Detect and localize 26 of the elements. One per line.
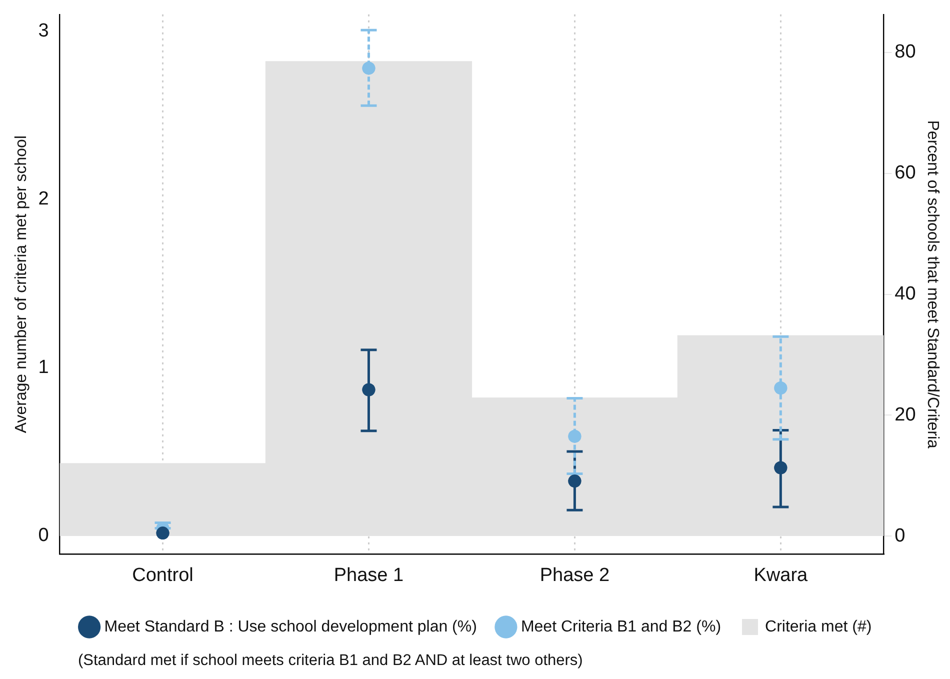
legend-label: Meet Standard B : Use school development plan (%)	[104, 618, 477, 636]
x-tick-label: Phase 2	[540, 564, 610, 586]
point	[774, 461, 788, 474]
x-tick-label: Control	[132, 564, 194, 586]
legend-label: Criteria met (#)	[765, 618, 872, 636]
y-tick-label: 2	[38, 188, 49, 210]
y-tick-label: 3	[38, 20, 49, 42]
y-tick-label: 1	[38, 356, 49, 378]
y2-tick-label: 20	[894, 404, 916, 426]
y-tick-label: 0	[38, 524, 49, 546]
text: (Standard met if school meets criteria B1 and B2 AND at least two others)	[78, 652, 583, 670]
y2-tick-label: 40	[894, 284, 916, 305]
y2-tick-label: 60	[894, 162, 916, 184]
point	[568, 474, 582, 488]
x-tick-label: Kwara	[754, 564, 808, 586]
y-axis-title: Average number of criteria met per school	[13, 135, 30, 434]
y2-tick-label: 0	[894, 525, 906, 546]
point	[362, 383, 376, 396]
y2-axis-title: Percent of schools that meet Standard/Criteria	[924, 120, 941, 448]
x-tick-label: Phase 1	[334, 564, 404, 586]
point	[362, 62, 376, 75]
y2-tick-label: 80	[894, 42, 916, 63]
point	[774, 381, 788, 394]
legend-label: Meet Criteria B1 and B2 (%)	[520, 618, 722, 636]
point	[568, 430, 582, 443]
point	[156, 526, 170, 540]
